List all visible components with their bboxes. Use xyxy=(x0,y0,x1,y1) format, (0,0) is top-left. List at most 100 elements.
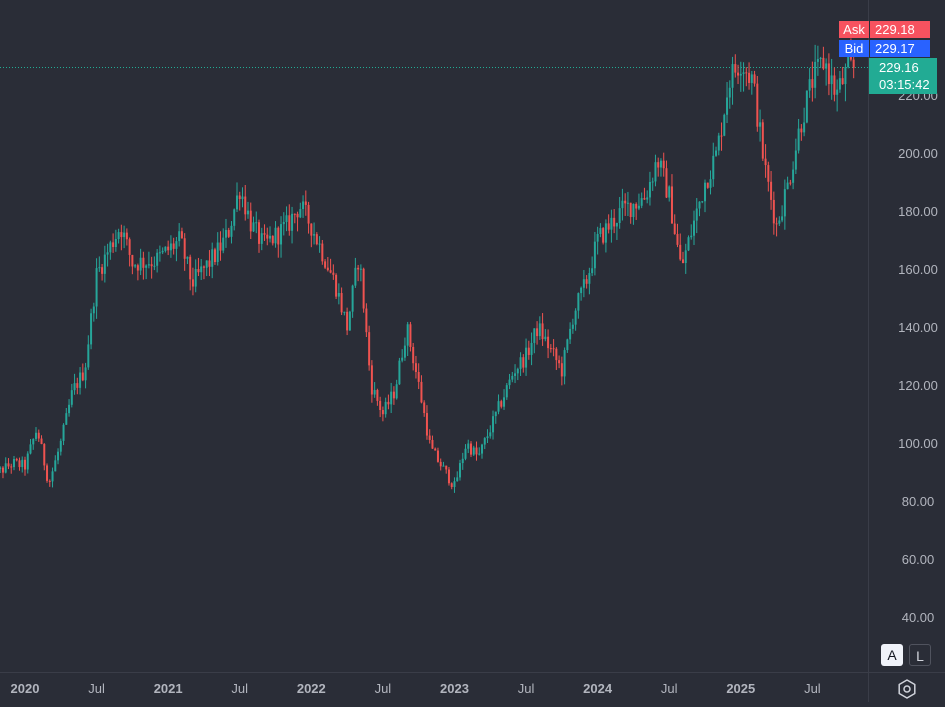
candle-body xyxy=(503,397,506,407)
candle-body xyxy=(4,463,7,473)
candle-body xyxy=(558,360,561,364)
candle-body xyxy=(266,234,269,239)
candle-body xyxy=(745,72,748,74)
candle-body xyxy=(624,200,627,204)
time-axis[interactable]: 2020 Jul 2021 Jul 2022 Jul 2023 Jul 2024 Jul 2025 J… xyxy=(11,681,821,696)
candle-body xyxy=(494,411,497,417)
candle-body xyxy=(32,438,35,445)
candle-body xyxy=(92,306,95,314)
candle-body xyxy=(246,210,249,215)
candle-body xyxy=(750,74,753,83)
candle-body xyxy=(690,235,693,238)
candle-body xyxy=(453,481,456,488)
candle-body xyxy=(70,390,73,405)
candle-body xyxy=(409,324,412,347)
candle-body xyxy=(613,217,616,227)
candle-body xyxy=(403,345,406,358)
candle-body xyxy=(756,83,759,127)
candle-body xyxy=(767,165,770,182)
candle-body xyxy=(381,410,384,415)
bid-price-tag: Bid 229.17 xyxy=(839,40,931,57)
auto-scale-button[interactable]: A xyxy=(881,644,903,666)
candle-body xyxy=(213,249,216,263)
candle-body xyxy=(659,160,662,168)
candle-body xyxy=(194,269,197,287)
candle-body xyxy=(505,385,508,398)
candle-body xyxy=(648,181,651,198)
candle-body xyxy=(191,279,194,287)
candle-body xyxy=(514,373,517,376)
candle-body xyxy=(373,390,376,395)
candle-body xyxy=(7,463,10,467)
candle-body xyxy=(398,360,401,385)
candle-body xyxy=(783,189,786,217)
price-axis[interactable]: 220.00200.00180.00160.00140.00120.00100.… xyxy=(898,88,938,625)
candle-body xyxy=(401,357,404,361)
price-tick-label: 100.00 xyxy=(898,436,938,451)
candle-body xyxy=(59,440,62,452)
candle-body xyxy=(825,63,828,69)
candle-body xyxy=(357,267,360,270)
candle-body xyxy=(717,135,720,151)
candle-body xyxy=(90,313,93,345)
candle-body xyxy=(442,465,445,467)
candle-body xyxy=(169,243,172,251)
candle-body xyxy=(277,227,280,245)
candle-body xyxy=(315,234,318,245)
candle-body xyxy=(161,250,164,253)
candle-body xyxy=(508,379,511,386)
candle-body xyxy=(255,222,258,224)
time-tick-label: 2023 xyxy=(440,681,469,696)
candle-body xyxy=(726,97,729,115)
price-tick-label: 200.00 xyxy=(898,146,938,161)
candle-body xyxy=(202,266,205,268)
candle-body xyxy=(637,205,640,209)
candle-body xyxy=(511,375,514,380)
candle-body xyxy=(679,244,682,260)
candle-body xyxy=(684,250,687,264)
candle-body xyxy=(211,249,214,267)
candle-body xyxy=(615,222,618,227)
candle-body xyxy=(635,203,638,209)
candle-body xyxy=(48,480,51,482)
candle-body xyxy=(10,466,13,468)
candle-body xyxy=(285,215,288,222)
candle-body xyxy=(632,203,635,218)
time-tick-label: 2021 xyxy=(154,681,183,696)
candle-body xyxy=(547,336,550,349)
candle-body xyxy=(139,257,142,271)
price-tick-label: 180.00 xyxy=(898,204,938,219)
candle-body xyxy=(167,246,170,251)
candle-body xyxy=(150,264,153,267)
candle-body xyxy=(786,182,789,190)
candle-body xyxy=(838,78,841,90)
candle-body xyxy=(68,404,71,414)
candle-body xyxy=(803,122,806,133)
candle-body xyxy=(84,367,87,381)
candle-body xyxy=(436,450,439,462)
candle-body xyxy=(269,235,272,239)
candle-body xyxy=(797,128,800,151)
candle-body xyxy=(604,223,607,243)
candle-body xyxy=(65,413,68,425)
candle-body xyxy=(178,231,181,242)
time-tick-label: Jul xyxy=(661,681,678,696)
settings-gear-icon[interactable] xyxy=(896,678,918,700)
candle-body xyxy=(629,202,632,218)
price-tick-label: 80.00 xyxy=(902,494,935,509)
price-tick-label: 40.00 xyxy=(902,610,935,625)
candle-body xyxy=(62,424,65,441)
candle-body xyxy=(445,465,448,470)
candle-body xyxy=(830,75,833,85)
candle-body xyxy=(106,252,109,255)
bid-label: Bid xyxy=(839,40,869,57)
log-scale-button[interactable]: L xyxy=(909,644,931,666)
candle-body xyxy=(423,402,426,414)
candle-body xyxy=(481,444,484,454)
candle-body xyxy=(406,324,409,346)
candle-body xyxy=(238,195,241,200)
candle-body xyxy=(136,265,139,271)
candle-body xyxy=(368,332,371,366)
